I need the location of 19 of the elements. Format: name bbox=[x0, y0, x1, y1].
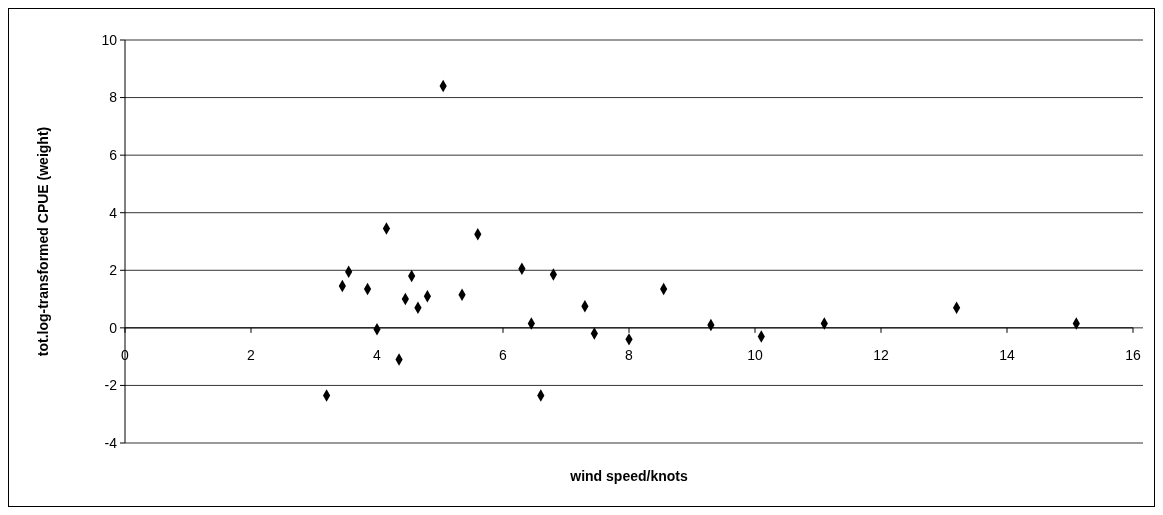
x-tick-label: 12 bbox=[873, 346, 889, 363]
y-tick-label: 10 bbox=[101, 31, 118, 48]
x-tick-label: 0 bbox=[121, 346, 130, 363]
y-axis-title: tot.log-transformed CPUE (weight) bbox=[35, 126, 51, 357]
y-tick-label: 8 bbox=[109, 89, 118, 106]
y-tick-label: 4 bbox=[109, 204, 118, 221]
x-tick-label: 8 bbox=[625, 346, 634, 363]
x-tick-label: 16 bbox=[1125, 346, 1141, 363]
x-tick-label: 2 bbox=[247, 346, 256, 363]
y-tick-label: -2 bbox=[104, 377, 118, 394]
y-tick-label: 6 bbox=[109, 147, 118, 164]
x-axis-title: wind speed/knots bbox=[569, 468, 688, 484]
x-tick-label: 6 bbox=[499, 346, 508, 363]
x-tick-label: 10 bbox=[747, 346, 763, 363]
y-tick-label: 2 bbox=[109, 262, 118, 279]
x-tick-label: 4 bbox=[373, 346, 382, 363]
y-tick-label: -4 bbox=[104, 434, 118, 451]
x-tick-label: 14 bbox=[999, 346, 1015, 363]
y-tick-label: 0 bbox=[109, 319, 118, 336]
